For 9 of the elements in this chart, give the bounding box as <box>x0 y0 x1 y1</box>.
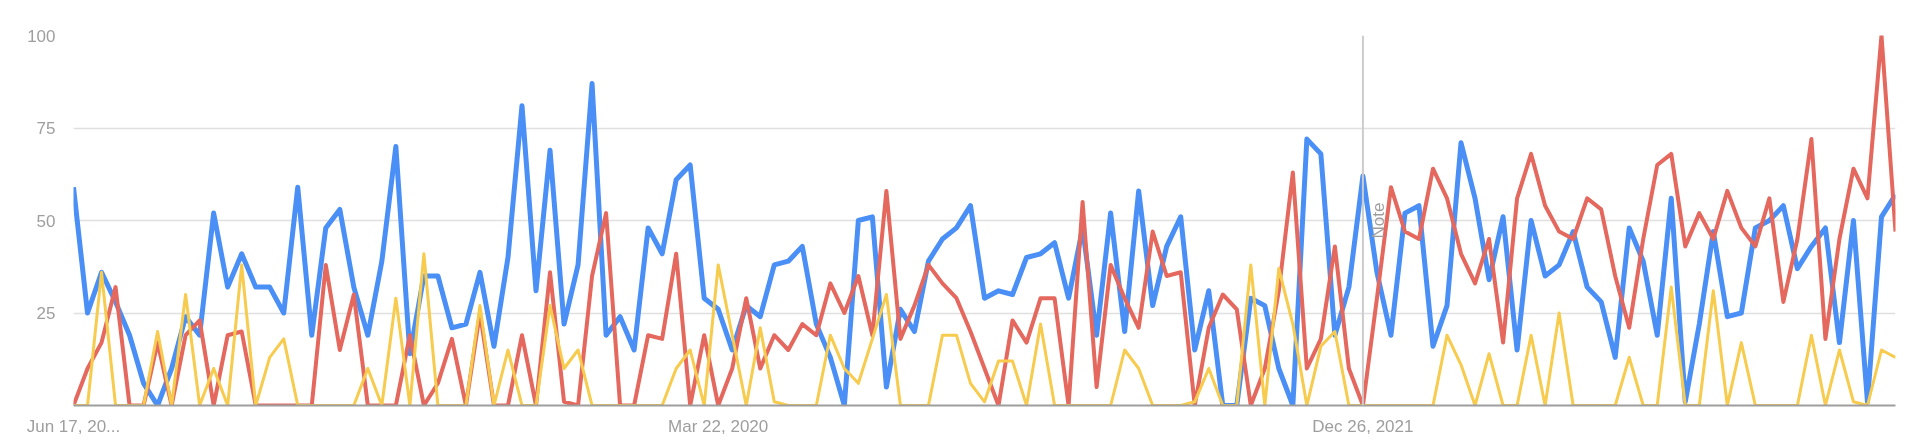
x-tick-label: Jun 17, 20... <box>26 416 121 436</box>
ref-line-label: Note <box>1369 202 1389 239</box>
y-tick-label: 100 <box>27 26 56 46</box>
x-tick-label: Dec 26, 2021 <box>1312 416 1414 436</box>
y-tick-label: 50 <box>36 211 56 231</box>
y-tick-label: 75 <box>36 119 56 138</box>
y-tick-label: 25 <box>36 304 56 323</box>
x-tick-label: Mar 22, 2020 <box>668 416 769 436</box>
line-series <box>73 252 1896 406</box>
